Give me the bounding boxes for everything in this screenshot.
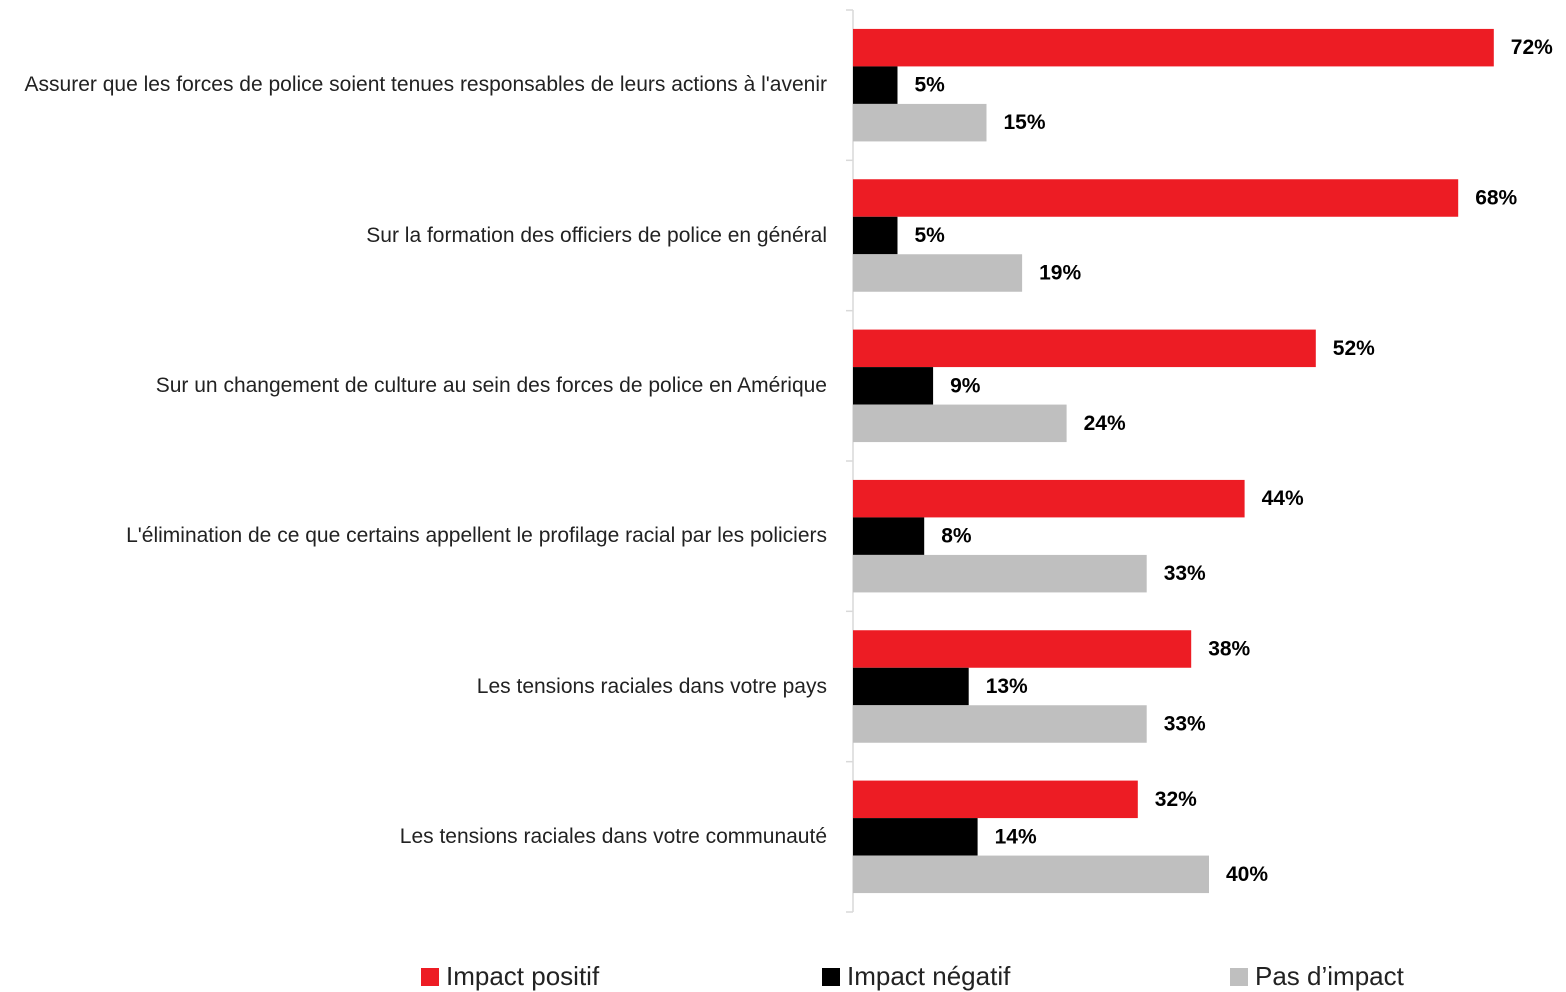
value-label: 15% — [1004, 111, 1046, 134]
bar — [853, 367, 934, 405]
category-label: Sur un changement de culture au sein des… — [155, 373, 827, 397]
value-label: 24% — [1084, 412, 1126, 435]
category-label: Assurer que les forces de police soient … — [24, 73, 827, 97]
value-label: 5% — [915, 224, 946, 247]
value-label: 14% — [995, 825, 1037, 848]
legend-swatch — [822, 968, 840, 986]
bar — [853, 254, 1023, 292]
bar — [853, 630, 1192, 668]
value-label: 32% — [1155, 788, 1197, 811]
value-label: 33% — [1164, 562, 1206, 585]
bar — [853, 705, 1147, 743]
value-label: 38% — [1208, 638, 1250, 661]
legend-label: Pas d’impact — [1255, 961, 1405, 991]
bar — [853, 28, 1494, 67]
bar — [853, 667, 969, 706]
category-label: Sur la formation des officiers de police… — [366, 223, 827, 247]
bar — [853, 329, 1316, 368]
value-label: 40% — [1226, 863, 1268, 886]
bar — [853, 855, 1209, 894]
value-label: 72% — [1511, 36, 1553, 59]
bar — [853, 179, 1459, 217]
bar — [853, 818, 978, 856]
bar — [853, 404, 1067, 443]
category-label: Les tensions raciales dans votre communa… — [399, 824, 827, 848]
legend-swatch — [421, 968, 439, 986]
value-label: 9% — [950, 374, 981, 397]
bar — [853, 103, 987, 142]
bar — [853, 66, 898, 104]
value-label: 19% — [1039, 262, 1081, 285]
value-label: 44% — [1262, 487, 1304, 510]
bar — [853, 479, 1245, 518]
category-label: Les tensions raciales dans votre pays — [476, 674, 827, 698]
bar — [853, 554, 1147, 593]
value-label: 13% — [986, 675, 1028, 698]
legend-label: Impact positif — [446, 961, 600, 991]
value-label: 52% — [1333, 337, 1375, 360]
category-label: L'élimination de ce que certains appelle… — [126, 524, 827, 548]
bar — [853, 216, 898, 255]
bar — [853, 517, 925, 555]
value-label: 33% — [1164, 713, 1206, 736]
legend-swatch — [1230, 968, 1248, 986]
bar — [853, 780, 1138, 819]
value-label: 8% — [941, 525, 972, 548]
value-label: 5% — [915, 74, 946, 97]
value-label: 68% — [1475, 187, 1517, 210]
legend-label: Impact négatif — [847, 961, 1011, 991]
